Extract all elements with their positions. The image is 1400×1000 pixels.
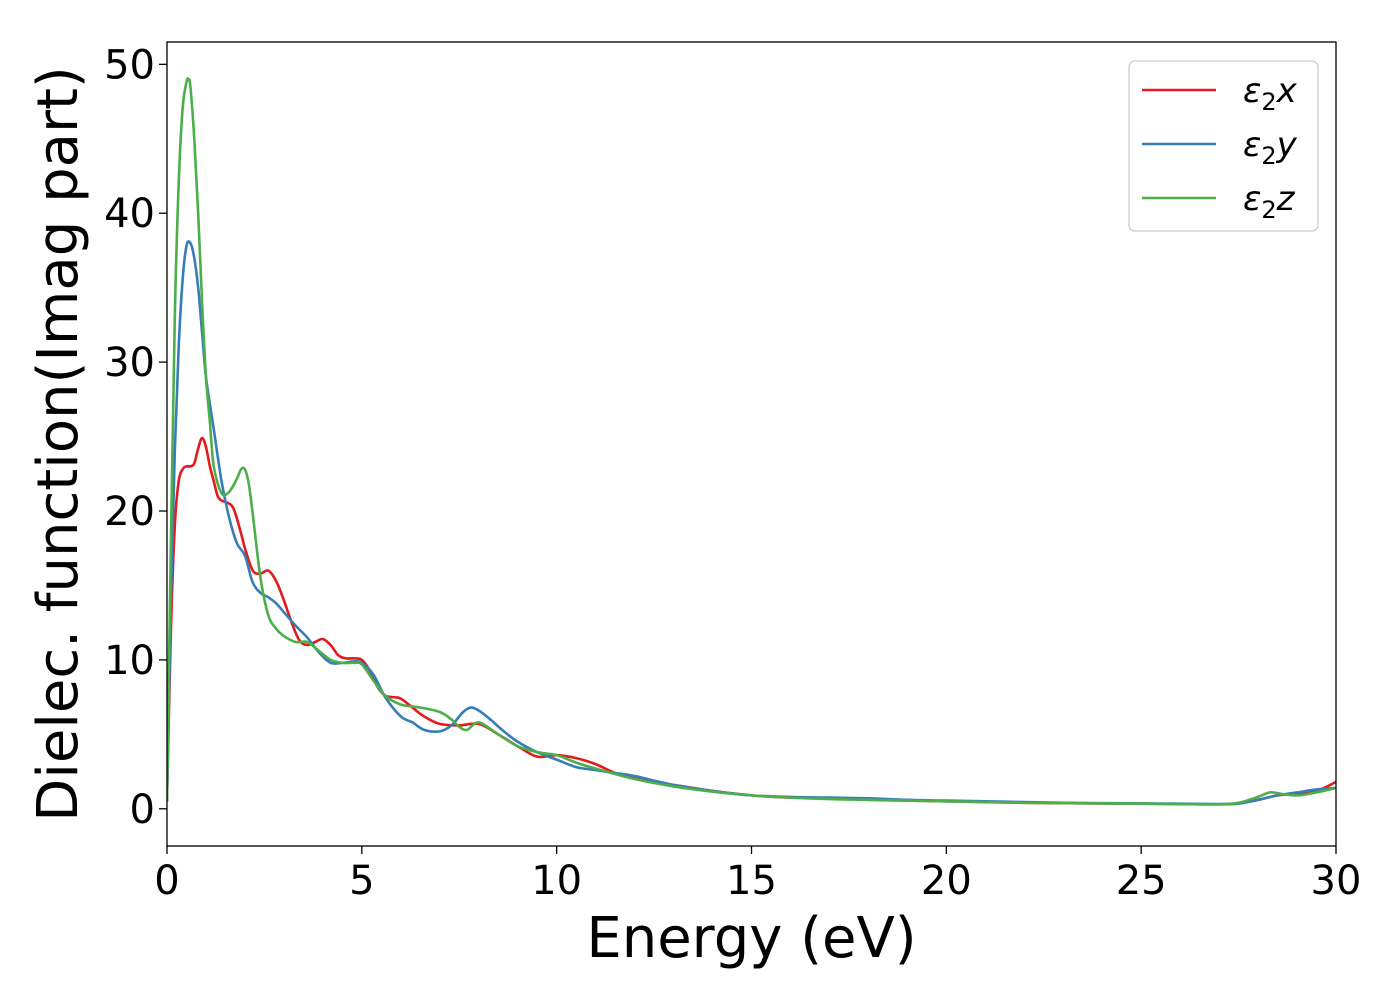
legend-label-y: ε2y <box>1243 125 1298 170</box>
x-tick-label: 10 <box>531 858 582 904</box>
series-line-z <box>167 77 1336 806</box>
series-line-x <box>167 436 1336 806</box>
x-tick-label: 15 <box>726 858 777 904</box>
y-tick-label: 30 <box>104 340 155 386</box>
x-axis-label: Energy (eV) <box>586 906 916 971</box>
y-axis-label: Dielec. function(Imag part) <box>26 66 91 822</box>
y-axis-ticks: 0 10 20 30 40 50 <box>104 42 167 833</box>
x-axis-ticks: 0 5 10 15 20 25 30 <box>154 846 1361 904</box>
y-tick-label: 10 <box>104 638 155 684</box>
legend-label-z: ε2z <box>1243 179 1296 224</box>
y-tick-label: 0 <box>130 787 155 833</box>
legend-box <box>1128 60 1319 232</box>
legend-label-x: ε2x <box>1243 71 1298 116</box>
y-tick-label: 20 <box>104 489 155 535</box>
x-tick-label: 25 <box>1116 858 1167 904</box>
series-line-y <box>167 240 1336 806</box>
series-layer <box>167 77 1336 806</box>
x-tick-label: 30 <box>1311 858 1362 904</box>
x-tick-label: 0 <box>154 858 179 904</box>
x-tick-label: 5 <box>349 858 374 904</box>
legend: ε2x ε2y ε2z <box>1128 60 1319 232</box>
x-tick-label: 20 <box>921 858 972 904</box>
y-tick-label: 50 <box>104 42 155 88</box>
y-tick-label: 40 <box>104 191 155 237</box>
